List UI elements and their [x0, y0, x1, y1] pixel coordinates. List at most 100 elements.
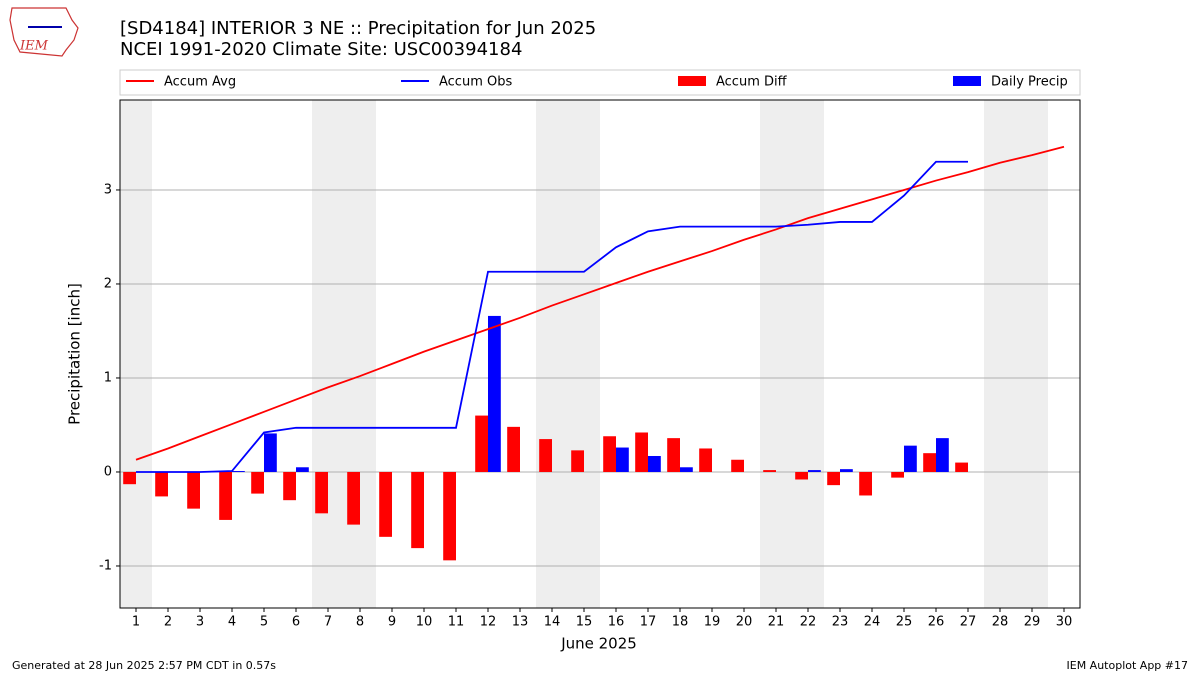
bar [475, 415, 488, 472]
x-tick-label: 13 [512, 615, 529, 630]
bar [699, 448, 712, 472]
x-axis-label: June 2025 [560, 635, 637, 653]
bar [379, 471, 392, 537]
x-tick-label: 28 [992, 615, 1009, 630]
x-tick-label: 2 [164, 615, 172, 630]
y-tick-label: 2 [104, 276, 112, 291]
legend-label: Accum Diff [716, 75, 788, 90]
chart-subtitle: NCEI 1991-2020 Climate Site: USC00394184 [120, 39, 522, 60]
bar [443, 471, 456, 561]
x-tick-label: 23 [832, 615, 849, 630]
line [135, 145, 1065, 461]
plot-frame [119, 99, 1081, 609]
legend-box [119, 69, 1081, 96]
bar [187, 471, 200, 509]
x-tick-label: 14 [544, 615, 561, 630]
weekend-shade [568, 100, 600, 608]
x-tick-label: 6 [292, 615, 300, 630]
x-tick-label: 1 [132, 615, 140, 630]
legend-label: Daily Precip [991, 75, 1068, 90]
x-tick-label: 9 [388, 615, 396, 630]
bar [283, 471, 296, 501]
x-tick-label: 15 [576, 615, 593, 630]
weekend-shade [312, 100, 344, 608]
weekend-shade [1016, 100, 1048, 608]
x-tick-label: 26 [928, 615, 945, 630]
weekend-shade [760, 100, 792, 608]
x-tick-label: 7 [324, 615, 332, 630]
bar [539, 439, 552, 472]
legend-swatch [678, 76, 706, 86]
bar [763, 470, 776, 472]
legend-label: Accum Obs [439, 75, 512, 90]
logo: IEM [9, 7, 79, 57]
bar [731, 459, 744, 472]
logo-outline [9, 7, 79, 57]
chart-title: [SD4184] INTERIOR 3 NE :: Precipitation … [120, 18, 596, 39]
x-tick-label: 11 [448, 615, 465, 630]
y-tick-label: -1 [99, 558, 112, 573]
bar [264, 433, 277, 472]
bar [507, 426, 520, 472]
bar [232, 471, 245, 472]
x-tick-label: 4 [228, 615, 236, 630]
bar [411, 471, 424, 549]
bar [840, 469, 853, 472]
bar [155, 471, 168, 497]
bar [616, 447, 629, 472]
bar [123, 471, 136, 485]
legend-label: Accum Avg [164, 75, 236, 90]
bar [936, 438, 949, 472]
x-tick-label: 18 [672, 615, 689, 630]
bar [603, 436, 616, 472]
weekend-shade [536, 100, 568, 608]
bar [571, 450, 584, 472]
x-tick-label: 8 [356, 615, 364, 630]
x-tick-label: 22 [800, 615, 817, 630]
x-tick-label: 17 [640, 615, 657, 630]
y-tick-label: 1 [104, 370, 112, 385]
bar [296, 467, 309, 472]
bar [680, 467, 693, 472]
bar [827, 471, 840, 486]
bar [795, 471, 808, 480]
bar [955, 462, 968, 472]
bar [808, 470, 821, 472]
bar [648, 455, 661, 472]
x-tick-label: 21 [768, 615, 785, 630]
bar [219, 471, 232, 520]
weekend-shade [120, 100, 152, 608]
bar [904, 445, 917, 472]
y-tick-label: 0 [104, 464, 112, 479]
bar [635, 432, 648, 472]
x-tick-label: 16 [608, 615, 625, 630]
line [136, 160, 968, 473]
weekend-shade [792, 100, 824, 608]
bar [347, 471, 360, 525]
weekend-shade [984, 100, 1016, 608]
x-tick-label: 10 [416, 615, 433, 630]
bar [667, 438, 680, 472]
x-tick-label: 5 [260, 615, 268, 630]
y-tick-label: 3 [104, 182, 112, 197]
x-tick-label: 3 [196, 615, 204, 630]
logo-text: IEM [19, 39, 49, 54]
y-axis-label: Precipitation [inch] [66, 283, 84, 425]
x-tick-label: 25 [896, 615, 913, 630]
x-tick-label: 29 [1024, 615, 1041, 630]
bar [923, 453, 936, 472]
footer-left: Generated at 28 Jun 2025 2:57 PM CDT in … [12, 659, 276, 672]
legend-swatch [953, 76, 981, 86]
weekend-shade [344, 100, 376, 608]
bar [488, 315, 501, 472]
x-tick-label: 24 [864, 615, 881, 630]
x-tick-label: 27 [960, 615, 977, 630]
x-tick-label: 20 [736, 615, 753, 630]
x-tick-label: 19 [704, 615, 721, 630]
bar [859, 471, 872, 496]
bar [251, 471, 264, 494]
bar [891, 471, 904, 478]
footer-right: IEM Autoplot App #17 [1067, 659, 1189, 672]
x-tick-label: 12 [480, 615, 497, 630]
bar [315, 471, 328, 514]
